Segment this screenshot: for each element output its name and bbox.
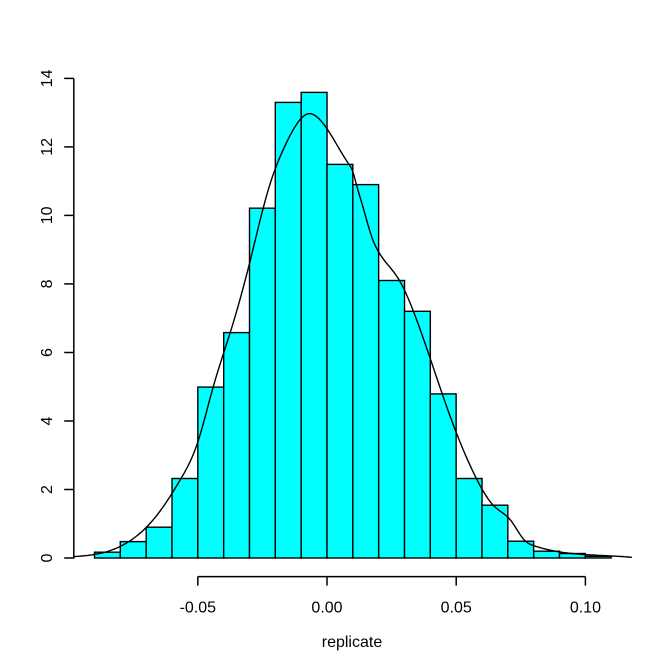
svg-text:4: 4 bbox=[39, 416, 56, 425]
svg-text:8: 8 bbox=[39, 279, 56, 288]
svg-text:0: 0 bbox=[39, 553, 56, 562]
svg-text:0.00: 0.00 bbox=[311, 600, 342, 617]
svg-text:0.05: 0.05 bbox=[441, 600, 472, 617]
svg-text:6: 6 bbox=[39, 348, 56, 357]
svg-text:10: 10 bbox=[39, 206, 56, 224]
svg-text:2: 2 bbox=[39, 485, 56, 494]
svg-text:replicate: replicate bbox=[322, 634, 383, 651]
svg-text:0.10: 0.10 bbox=[570, 600, 601, 617]
svg-text:12: 12 bbox=[39, 138, 56, 156]
svg-text:14: 14 bbox=[39, 69, 56, 87]
svg-text:-0.05: -0.05 bbox=[180, 600, 217, 617]
